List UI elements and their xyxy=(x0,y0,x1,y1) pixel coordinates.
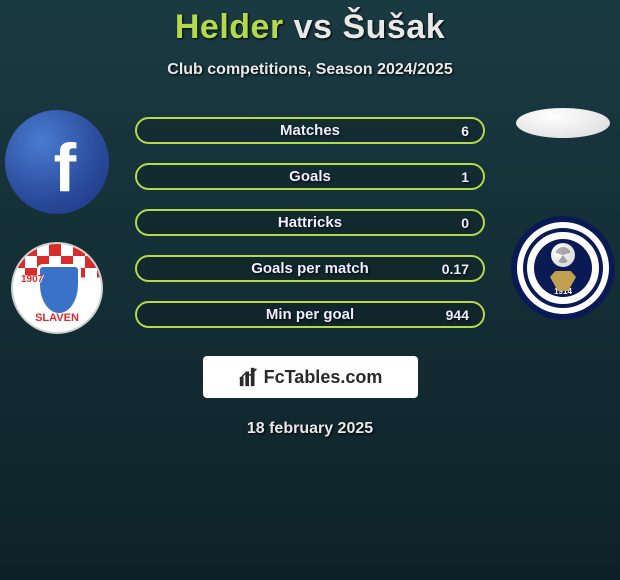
stat-value-right: 6 xyxy=(461,123,469,139)
stats-list: Matches 6 Goals 1 Hattricks 0 Goals per … xyxy=(135,117,485,328)
bars-icon xyxy=(238,366,260,388)
player2-name: Šušak xyxy=(342,8,445,46)
club-badge-lokomotiva[interactable]: 1914 xyxy=(511,216,615,320)
left-badges: f 1907 SLAVEN xyxy=(2,110,112,334)
stat-label: Goals per match xyxy=(251,260,369,277)
stat-label: Min per goal xyxy=(266,306,354,323)
stat-value-right: 0 xyxy=(461,215,469,231)
stat-value-right: 0.17 xyxy=(442,261,469,277)
shield-icon xyxy=(37,264,81,316)
stat-value-right: 944 xyxy=(446,307,469,323)
stat-label: Goals xyxy=(289,168,331,185)
page-title: Helder vs Šušak xyxy=(0,0,620,47)
stat-row-matches: Matches 6 xyxy=(135,117,485,144)
stat-label: Hattricks xyxy=(278,214,342,231)
stat-label: Matches xyxy=(280,122,340,139)
club-name: SLAVEN xyxy=(13,312,101,324)
stat-row-goals: Goals 1 xyxy=(135,163,485,190)
stat-row-goals-per-match: Goals per match 0.17 xyxy=(135,255,485,282)
stat-value-right: 1 xyxy=(461,169,469,185)
badge-center: 1914 xyxy=(534,239,592,297)
stat-row-min-per-goal: Min per goal 944 xyxy=(135,301,485,328)
player1-name: Helder xyxy=(175,8,284,46)
brand-text: FcTables.com xyxy=(264,367,383,388)
facebook-badge[interactable]: f xyxy=(5,110,109,214)
vs-separator: vs xyxy=(294,8,333,46)
comparison-date: 18 february 2025 xyxy=(0,420,620,438)
club-badge-slaven[interactable]: 1907 SLAVEN xyxy=(11,242,103,334)
club-year: 1907 xyxy=(21,274,43,285)
soccer-ball-icon xyxy=(551,243,575,267)
ellipse-decoration xyxy=(516,108,610,138)
right-badges: 1914 xyxy=(508,110,618,320)
subtitle: Club competitions, Season 2024/2025 xyxy=(0,61,620,79)
facebook-icon: f xyxy=(54,129,77,207)
brand-badge[interactable]: FcTables.com xyxy=(203,356,418,398)
stat-row-hattricks: Hattricks 0 xyxy=(135,209,485,236)
